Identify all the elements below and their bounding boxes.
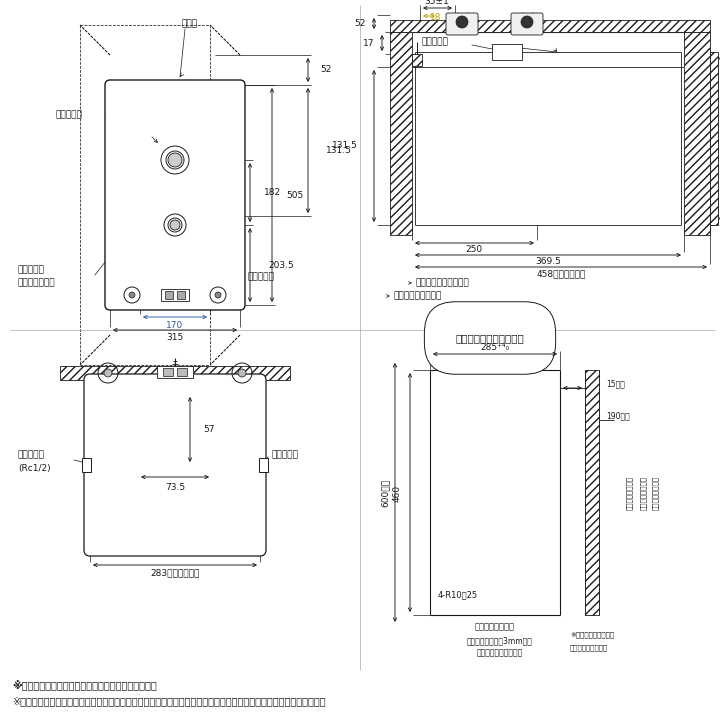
- Text: 高温炒め操: 高温炒め操: [248, 272, 275, 282]
- Text: 15以上: 15以上: [606, 379, 625, 389]
- Bar: [161, 289, 189, 301]
- Text: 131.5: 131.5: [326, 146, 352, 155]
- Text: 空気が流れるよう3mm以上: 空気が流れるよう3mm以上: [467, 636, 533, 646]
- Text: 250: 250: [465, 246, 482, 254]
- Text: 131.5: 131.5: [332, 142, 358, 150]
- Bar: [163, 368, 173, 376]
- Bar: [684, 32, 710, 235]
- Text: 182: 182: [264, 188, 281, 197]
- Text: 後バーナー: 後バーナー: [55, 110, 82, 120]
- Text: 73.5: 73.5: [165, 482, 185, 492]
- Text: ※本機器は防火性能評定品であり、周囲に可燃物がある場合は防火性能評定品ラベル内容に従って設置してください。: ※本機器は防火性能評定品であり、周囲に可燃物がある場合は防火性能評定品ラベル内容…: [12, 696, 325, 706]
- Text: 35±1: 35±1: [425, 0, 449, 6]
- Text: 52: 52: [355, 19, 366, 28]
- Text: 電池交換サイン: 電池交換サイン: [18, 279, 55, 287]
- Text: 配置されていること: 配置されていること: [570, 644, 608, 652]
- Text: 460: 460: [393, 485, 402, 502]
- Text: ガス接続口: ガス接続口: [18, 451, 45, 459]
- Text: 458（本体凸部）: 458（本体凸部）: [536, 269, 585, 279]
- Text: 17: 17: [362, 38, 374, 48]
- FancyBboxPatch shape: [84, 374, 266, 556]
- Text: 57: 57: [203, 426, 215, 434]
- Text: 600以上: 600以上: [381, 479, 390, 507]
- Bar: [165, 291, 173, 299]
- Circle shape: [129, 292, 135, 298]
- Text: 190以上: 190以上: [606, 412, 630, 420]
- Text: 369.5: 369.5: [535, 258, 561, 266]
- Text: キャビネット側板前面: キャビネット側板前面: [415, 279, 469, 287]
- Bar: [585, 370, 599, 615]
- Text: ワークトップ前面: ワークトップ前面: [475, 623, 515, 631]
- Circle shape: [104, 369, 112, 377]
- Text: ※電池交換出来る様に: ※電池交換出来る様に: [570, 631, 614, 639]
- Circle shape: [170, 220, 180, 230]
- Text: 285⁺⁴₀: 285⁺⁴₀: [480, 343, 510, 353]
- Bar: [259, 458, 268, 472]
- FancyBboxPatch shape: [446, 13, 478, 35]
- Bar: [157, 366, 193, 378]
- Text: 電池ケース: 電池ケース: [422, 37, 449, 47]
- Bar: [710, 52, 718, 225]
- Bar: [60, 366, 290, 380]
- Text: 203.5: 203.5: [268, 261, 294, 269]
- Bar: [82, 458, 91, 472]
- Circle shape: [238, 369, 246, 377]
- Circle shape: [168, 153, 182, 167]
- FancyBboxPatch shape: [105, 80, 245, 310]
- Bar: [412, 54, 422, 66]
- Text: 4-R10～25: 4-R10～25: [438, 590, 478, 600]
- Text: 170: 170: [166, 320, 184, 330]
- Text: 吸気口: 吸気口: [182, 19, 198, 28]
- Circle shape: [215, 292, 221, 298]
- Bar: [177, 368, 187, 376]
- Text: キャビネット側面: キャビネット側面: [639, 476, 647, 510]
- Text: ※単体設置タイプにつきオーブン接続はできません。: ※単体設置タイプにつきオーブン接続はできません。: [12, 680, 157, 690]
- Text: ワークトップ穴開け寸法: ワークトップ穴開け寸法: [456, 333, 524, 343]
- Text: のすき間を確保のこと: のすき間を確保のこと: [477, 649, 523, 657]
- Text: キャビネット扉前面: キャビネット扉前面: [393, 292, 441, 300]
- Text: 電池ケース: 電池ケース: [272, 451, 299, 459]
- Bar: [390, 32, 412, 235]
- Bar: [492, 44, 522, 60]
- Circle shape: [456, 16, 468, 28]
- Text: 52: 52: [320, 66, 331, 74]
- Text: 電池交換寸法前面: 電池交換寸法前面: [626, 476, 632, 510]
- Circle shape: [521, 16, 533, 28]
- Text: 283（本体凸部）: 283（本体凸部）: [150, 569, 199, 577]
- Text: 前バーナー: 前バーナー: [18, 266, 45, 274]
- Text: 315: 315: [166, 333, 184, 343]
- Text: キャビネット前面: キャビネット前面: [652, 476, 658, 510]
- Text: 18: 18: [431, 13, 442, 22]
- Text: (Rc1/2): (Rc1/2): [18, 464, 50, 474]
- FancyBboxPatch shape: [511, 13, 543, 35]
- Bar: [177, 291, 185, 299]
- Text: 505: 505: [286, 191, 303, 199]
- Bar: [390, 20, 710, 32]
